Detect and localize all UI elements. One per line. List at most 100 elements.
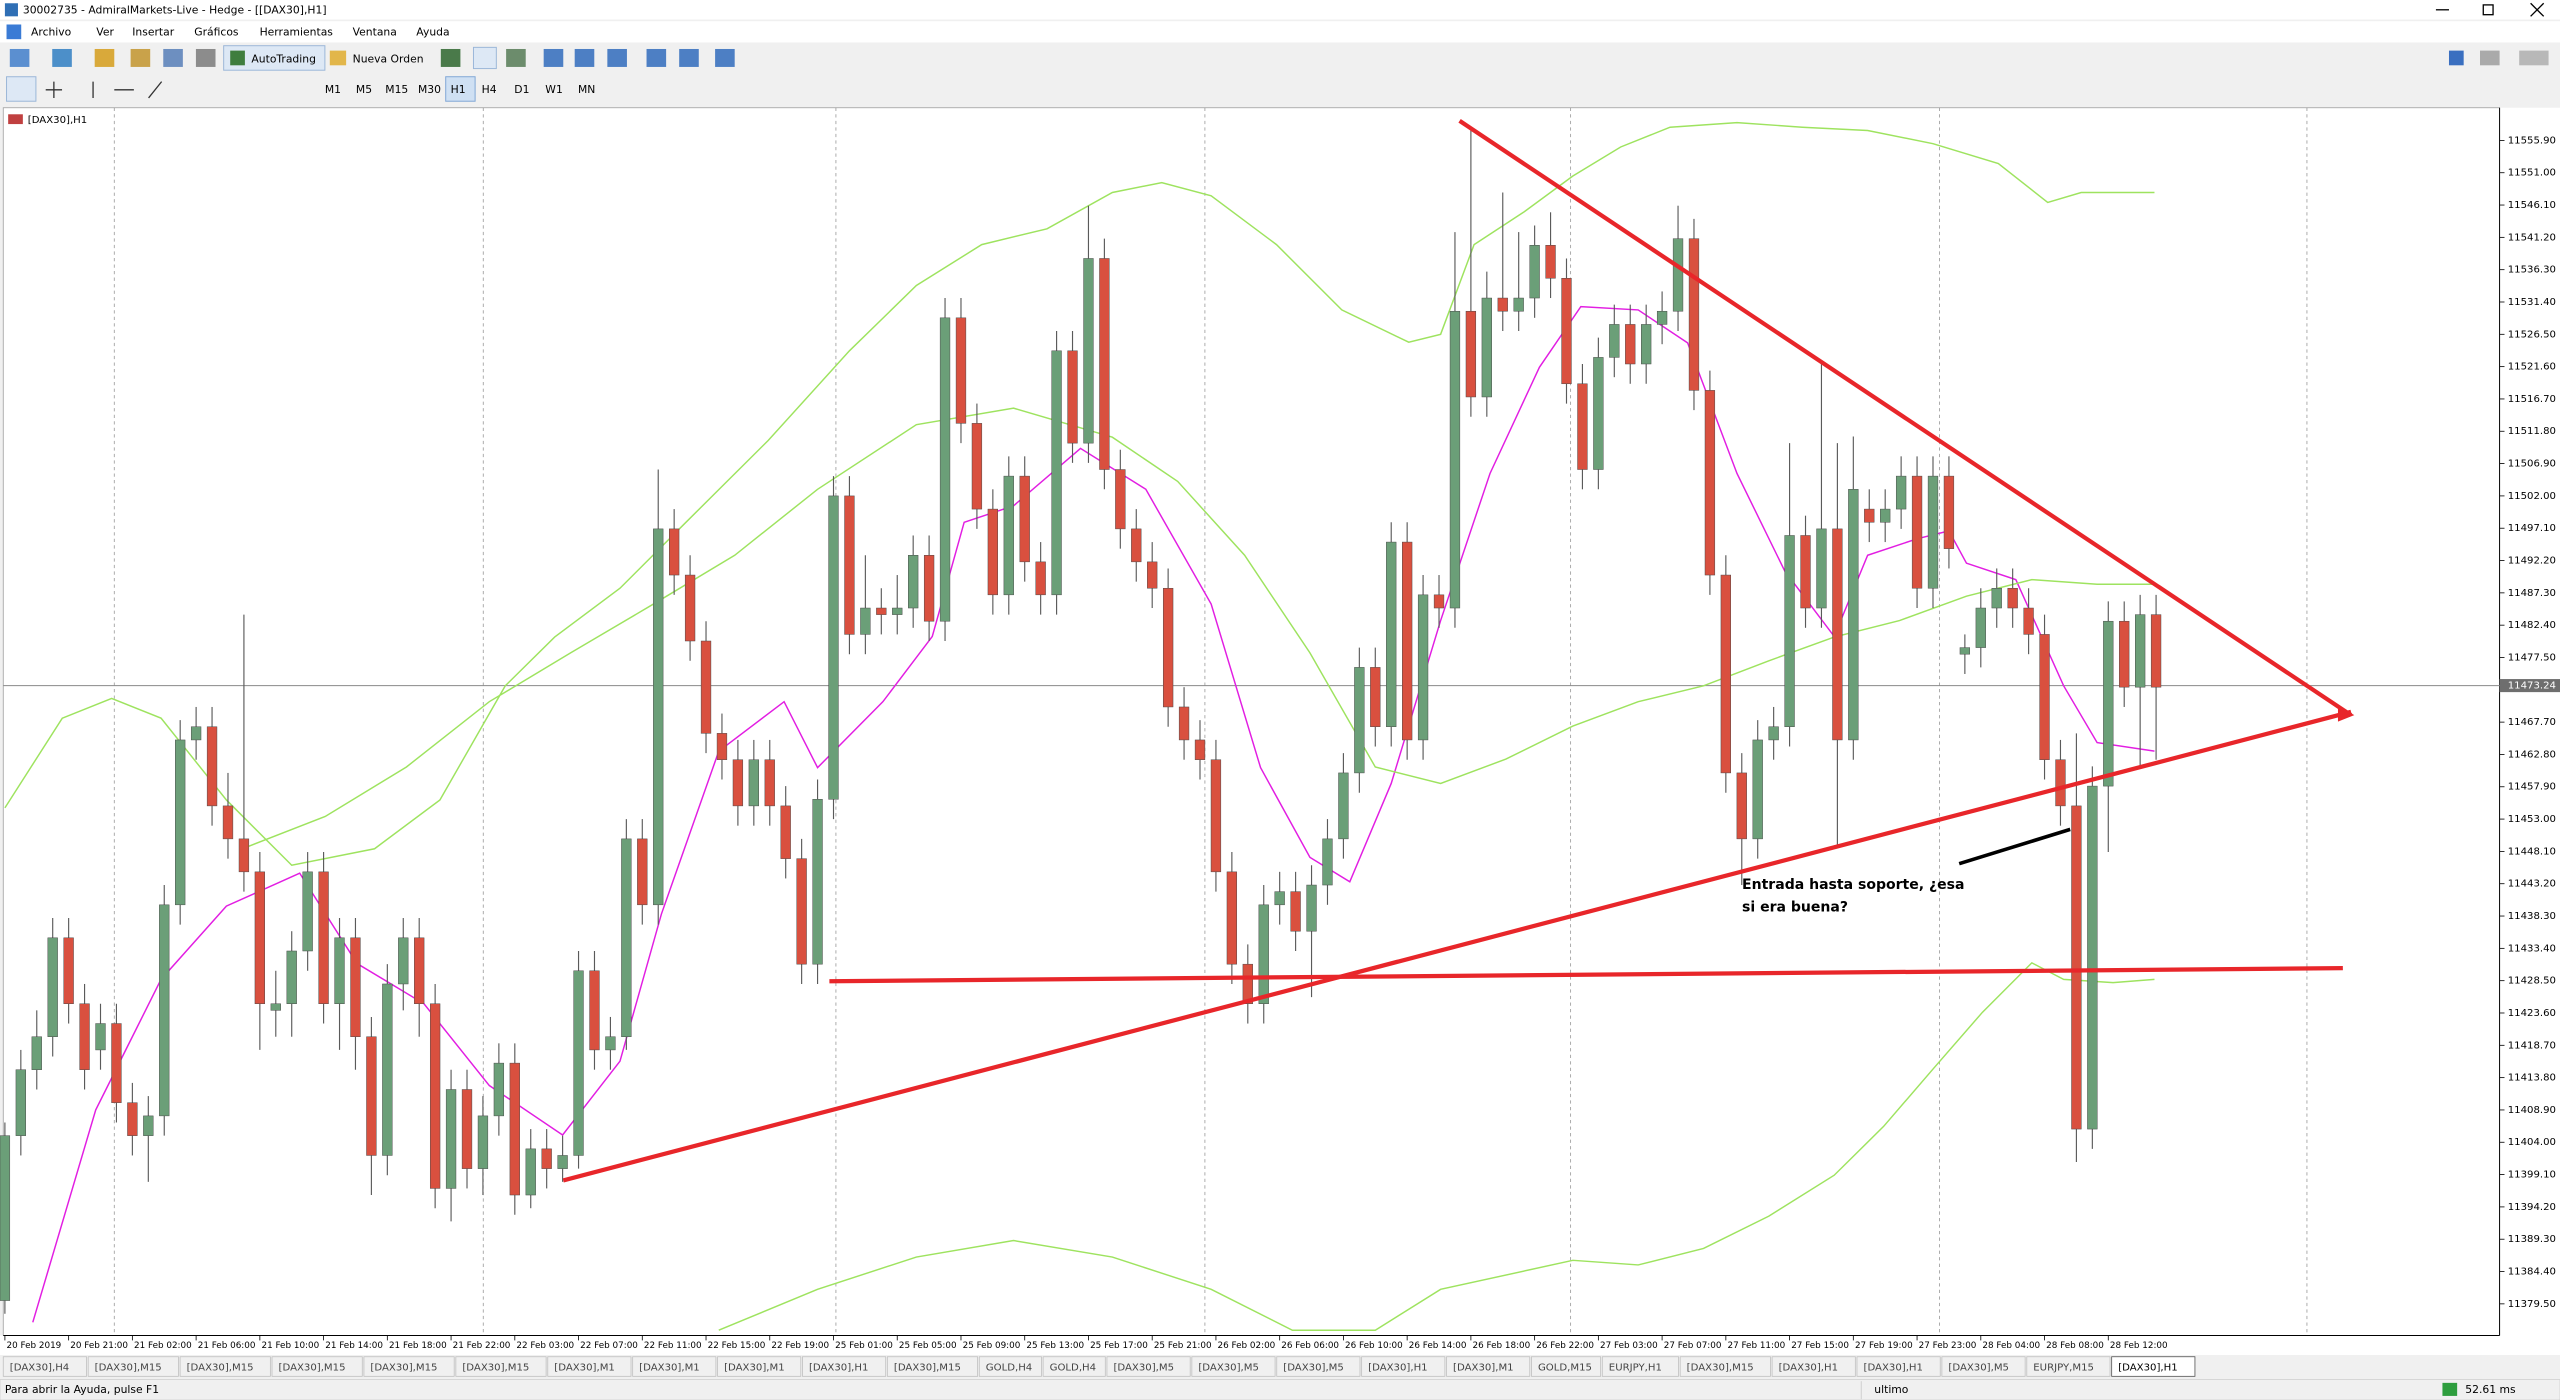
timeframe-button[interactable]: W1 (545, 83, 563, 96)
tool-icon[interactable] (607, 48, 627, 67)
chart-tab[interactable] (1276, 1356, 1361, 1377)
tool-icon[interactable] (506, 48, 526, 67)
chart-tab[interactable] (2111, 1356, 2196, 1377)
menu-item[interactable]: Ver (96, 26, 114, 39)
chat-icon[interactable] (2480, 50, 2500, 66)
timeframe-button[interactable]: H1 (451, 83, 466, 96)
tool-icon[interactable] (472, 46, 497, 70)
chart-tab-label[interactable]: [DAX30],H4 (10, 1362, 69, 1373)
menu-item[interactable]: Ventana (353, 26, 397, 39)
chart-tab-label[interactable]: [DAX30],M5 (1113, 1362, 1174, 1373)
chart-tab-label[interactable]: [DAX30],H1 (809, 1362, 868, 1373)
chart-tab-label[interactable]: GOLD,H4 (1050, 1362, 1096, 1373)
tool-icon[interactable] (715, 48, 735, 67)
draw-tools[interactable] (92, 81, 163, 99)
timeframe-button[interactable]: D1 (514, 83, 529, 96)
chart-tab-label[interactable]: [DAX30],M1 (639, 1362, 700, 1373)
timeframe-button[interactable]: M5 (356, 83, 372, 96)
timeframe-button[interactable]: M1 (325, 83, 341, 96)
chart-tab-label[interactable]: GOLD,H4 (986, 1362, 1032, 1373)
timeframe-button[interactable]: M15 (385, 83, 408, 96)
support-trendline[interactable] (562, 709, 2352, 1183)
timeframe-button[interactable]: MN (578, 83, 595, 96)
chart-tab-label[interactable]: [DAX30],H1 (1779, 1362, 1838, 1373)
menu-item[interactable]: Herramientas (260, 26, 334, 39)
chart-tab[interactable] (363, 1356, 455, 1377)
chart-tab[interactable] (179, 1356, 271, 1377)
search-icon[interactable] (2448, 50, 2464, 66)
chart-tab-label[interactable]: [DAX30],M15 (279, 1362, 346, 1373)
cursor-tool[interactable] (6, 76, 37, 102)
tool-icon[interactable] (130, 48, 151, 67)
candle-body (366, 1036, 377, 1156)
timeframe-button[interactable]: H4 (482, 83, 497, 96)
chart-tab-label[interactable]: GOLD,M15 (1538, 1362, 1592, 1373)
chart-tab[interactable] (2, 1356, 87, 1377)
chart-tab-label[interactable]: [DAX30],M5 (1198, 1362, 1259, 1373)
tool-icon[interactable] (163, 48, 183, 67)
chart-tab[interactable] (1771, 1356, 1856, 1377)
menu-item[interactable]: Gráficos (194, 26, 239, 39)
x-tick-label: 25 Feb 05:00 (899, 1341, 957, 1351)
tool-icon[interactable] (52, 48, 72, 67)
tool-icon[interactable] (574, 48, 595, 67)
chart-tab[interactable] (717, 1356, 802, 1377)
tool-icon[interactable] (94, 48, 115, 67)
chart-tab[interactable] (1446, 1356, 1531, 1377)
restore-button[interactable] (2482, 4, 2494, 16)
chart-tab-label[interactable]: [DAX30],M1 (554, 1362, 615, 1373)
chart-tab-label[interactable]: EURJPY,M15 (2033, 1362, 2094, 1373)
tool-icon[interactable] (195, 48, 216, 67)
menu-item[interactable]: Archivo (31, 26, 71, 39)
chart-tab-label[interactable]: [DAX30],H1 (2118, 1362, 2177, 1373)
menu-item[interactable]: Ayuda (416, 26, 449, 39)
new-order-label[interactable]: Nueva Orden (353, 53, 424, 66)
x-tick-label: 26 Feb 06:00 (1281, 1341, 1339, 1351)
menu-item[interactable]: Insertar (132, 26, 174, 39)
chart-tab[interactable] (1042, 1356, 1106, 1377)
tool-icon[interactable] (9, 48, 30, 67)
chart-tab[interactable] (1679, 1356, 1771, 1377)
chart-tab[interactable] (886, 1356, 979, 1377)
chart-tab[interactable] (271, 1356, 363, 1377)
chart-tab[interactable] (1191, 1356, 1276, 1377)
entry-marker[interactable] (1958, 827, 2071, 866)
chart-tab-label[interactable]: [DAX30],M15 (370, 1362, 437, 1373)
tool-icon[interactable] (646, 48, 667, 67)
chart-tab[interactable] (978, 1356, 1042, 1377)
chart-tab-label[interactable]: [DAX30],M15 (1687, 1362, 1754, 1373)
resistance-trendline[interactable] (1458, 119, 2353, 717)
chart-tab-label[interactable]: [DAX30],M1 (1453, 1362, 1514, 1373)
close-button[interactable] (2530, 2, 2545, 17)
autotrading-label[interactable]: AutoTrading (251, 53, 316, 66)
chart-tab-label[interactable]: [DAX30],M15 (894, 1362, 961, 1373)
chart-tab[interactable] (547, 1356, 632, 1377)
chart-tab-label[interactable]: [DAX30],M5 (1283, 1362, 1344, 1373)
crosshair-tool[interactable] (45, 81, 63, 98)
timeframe-button[interactable]: M30 (418, 83, 441, 96)
chart-tab[interactable] (1531, 1356, 1602, 1377)
chart-tab[interactable] (1856, 1356, 1941, 1377)
chart-tab[interactable] (802, 1356, 887, 1377)
chart-tab[interactable] (87, 1356, 179, 1377)
chart-tab[interactable] (2026, 1356, 2111, 1377)
chart-tab-label[interactable]: [DAX30],H1 (1368, 1362, 1427, 1373)
tool-icon[interactable] (679, 48, 699, 67)
tool-icon[interactable] (543, 48, 564, 67)
chart-tab[interactable] (455, 1356, 547, 1377)
chart-tab-label[interactable]: [DAX30],H1 (1864, 1362, 1923, 1373)
chart-tab[interactable] (632, 1356, 717, 1377)
signal-icon[interactable] (2519, 50, 2549, 66)
chart-tab-label[interactable]: [DAX30],M15 (95, 1362, 162, 1373)
chart-tab[interactable] (1106, 1356, 1191, 1377)
chart-tab-label[interactable]: [DAX30],M15 (462, 1362, 529, 1373)
chart-tab-label[interactable]: EURJPY,H1 (1609, 1362, 1662, 1373)
chart-tab[interactable] (1941, 1356, 2026, 1377)
chart-tab-label[interactable]: [DAX30],M15 (187, 1362, 254, 1373)
tool-icon[interactable] (440, 48, 461, 67)
horizontal-support[interactable] (829, 966, 2343, 984)
chart-tab-label[interactable]: [DAX30],M1 (724, 1362, 785, 1373)
chart-tab[interactable] (1361, 1356, 1446, 1377)
chart-tab[interactable] (1601, 1356, 1679, 1377)
chart-tab-label[interactable]: [DAX30],M5 (1948, 1362, 2009, 1373)
